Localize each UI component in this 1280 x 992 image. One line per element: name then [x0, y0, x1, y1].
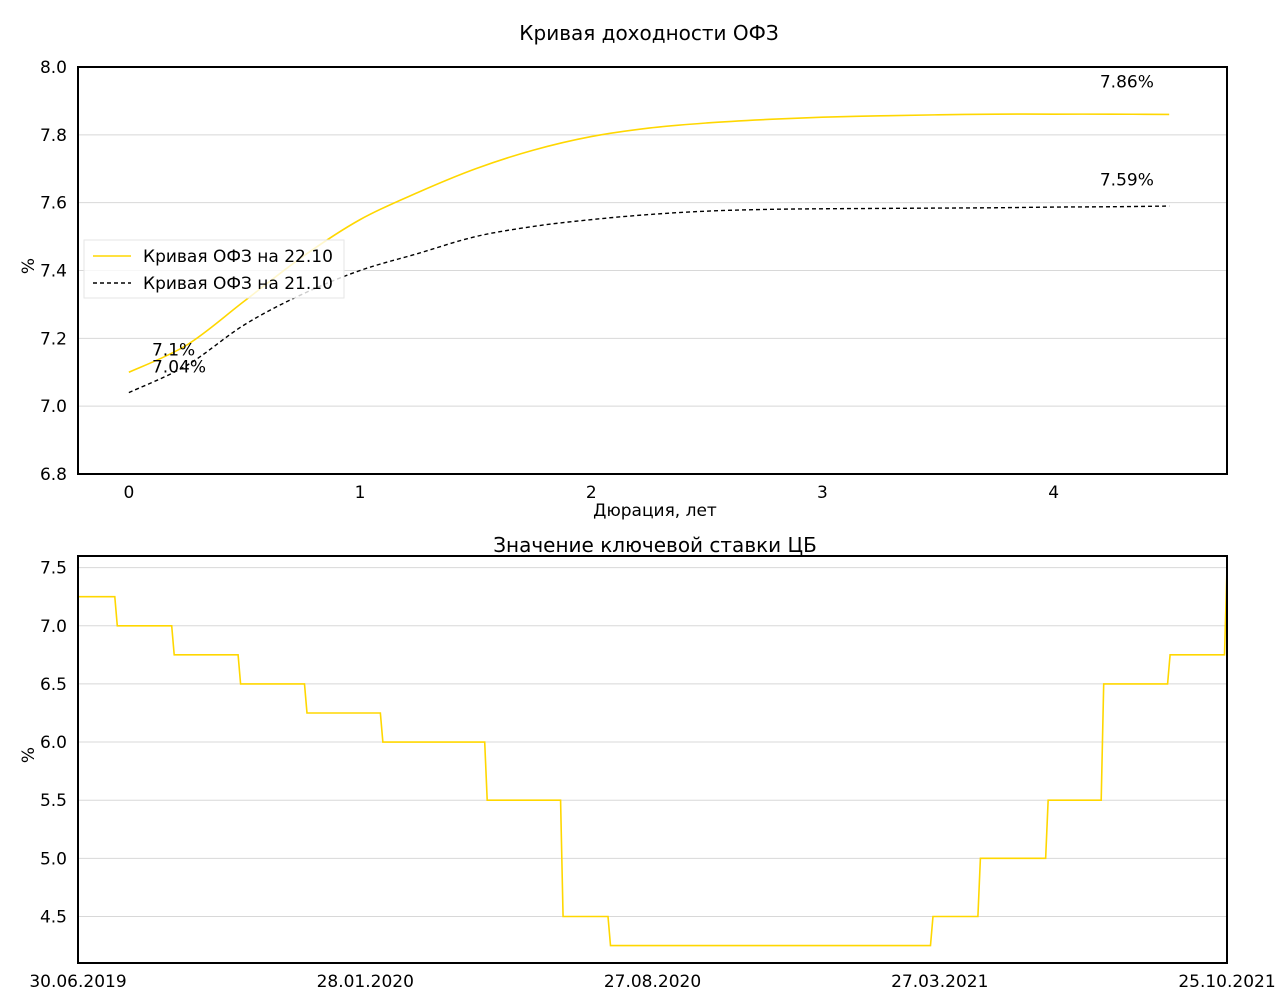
chart2-x-tick-label: 25.10.2021: [1178, 972, 1275, 992]
chart1-title: Кривая доходности ОФЗ: [519, 21, 778, 45]
chart2-y-label: %: [19, 747, 39, 763]
chart2-y-tick-label: 5.5: [40, 791, 67, 811]
chart1-y-tick-label: 7.0: [40, 397, 67, 417]
chart1-x-ticks: 0 1 2 3 4: [123, 483, 1059, 503]
chart1-annotation-label: 7.59%: [1100, 171, 1154, 191]
chart1-y-tick-label: 7.8: [40, 126, 67, 146]
chart1-legend: Кривая ОФЗ на 22.10 Кривая ОФЗ на 21.10: [83, 239, 345, 299]
legend-box: [83, 239, 345, 299]
chart2-y-tick-label: 7.5: [40, 559, 67, 579]
chart2-series: [78, 566, 1228, 947]
chart1-y-tick-label: 7.2: [40, 329, 67, 349]
chart1-y-tick-label: 7.4: [40, 262, 67, 282]
chart1-y-tick-label: 7.6: [40, 194, 67, 214]
chart1-x-label: Дюрация, лет: [593, 501, 717, 521]
chart2-x-ticks: 30.06.2019 28.01.2020 27.08.2020 27.03.2021…: [29, 972, 1275, 992]
key-rate-step-line: [78, 566, 1228, 947]
chart1-x-tick-label: 1: [355, 483, 366, 503]
chart2-x-tick-label: 27.08.2020: [604, 972, 701, 992]
chart2-y-tick-label: 7.0: [40, 617, 67, 637]
chart2-y-tick-label: 4.5: [40, 907, 67, 927]
chart1-annotation-label: 7.86%: [1100, 72, 1154, 92]
yield-curve-chart: Кривая доходности ОФЗ 7.1%7.04%7.86%7.59…: [19, 21, 1228, 521]
chart2-grid: [78, 567, 1227, 917]
chart2-frame: [77, 555, 1228, 964]
chart1-y-tick-label: 8.0: [40, 58, 67, 78]
chart2-y-ticks: 4.5 5.0 5.5 6.0 6.5 7.0 7.5: [40, 559, 67, 928]
chart1-y-label: %: [19, 258, 39, 274]
chart2-x-tick-label: 28.01.2020: [317, 972, 414, 992]
key-rate-chart: Значение ключевой ставки ЦБ 4.5 5.0 5.5 6.0…: [19, 533, 1276, 992]
chart2-y-tick-label: 5.0: [40, 849, 67, 869]
chart1-x-tick-label: 4: [1048, 483, 1059, 503]
chart2-y-tick-label: 6.5: [40, 675, 67, 695]
chart1-y-ticks: 6.8 7.0 7.2 7.4 7.6 7.8 8.0: [40, 58, 67, 485]
chart2-x-tick-label: 30.06.2019: [29, 972, 126, 992]
chart2-y-tick-label: 6.0: [40, 733, 67, 753]
chart1-x-tick-label: 3: [817, 483, 828, 503]
yield-curve-21-10-line: [128, 205, 1170, 394]
chart1-frame: [77, 66, 1228, 475]
chart1-annotations: 7.1%7.04% 7.86% 7.59%: [152, 72, 1154, 377]
chart1-annotation-label: 7.04%: [152, 357, 206, 377]
chart1-y-tick-label: 6.8: [40, 465, 67, 485]
legend-label-22-10: Кривая ОФЗ на 22.10: [143, 247, 333, 267]
chart1-annotation-label: 7.1%: [152, 340, 195, 360]
chart1-x-tick-label: 0: [123, 483, 134, 503]
legend-label-21-10: Кривая ОФЗ на 21.10: [143, 274, 333, 294]
chart2-x-tick-label: 27.03.2021: [891, 972, 988, 992]
chart2-title: Значение ключевой ставки ЦБ: [493, 533, 817, 557]
chart1-x-tick-label: 2: [586, 483, 597, 503]
